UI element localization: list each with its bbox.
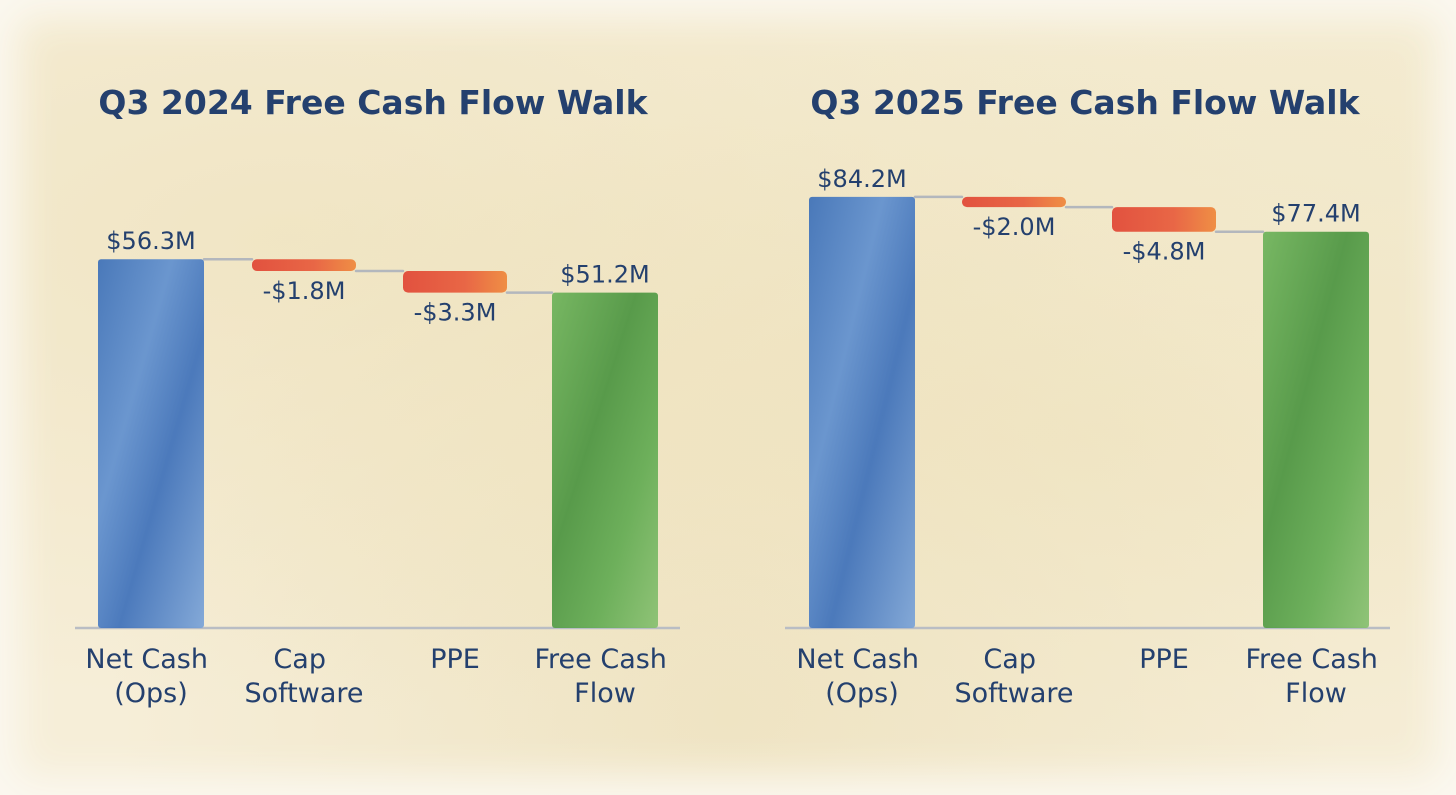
category-label-cap-software: Cap Software (244, 644, 363, 709)
value-label-cap-software: -$2.0M (973, 213, 1056, 241)
bar-free-cash-flow (1263, 231, 1369, 628)
chart-title: Q3 2024 Free Cash Flow Walk (98, 83, 648, 122)
bar-net-cash-ops (809, 196, 915, 628)
category-label-net-cash-ops: Net Cash (Ops) (85, 644, 216, 709)
category-label-ppe: PPE (1139, 644, 1189, 675)
bar-net-cash-ops (98, 259, 204, 628)
category-label-free-cash-flow: Free Cash Flow (1245, 644, 1386, 709)
bar-free-cash-flow (552, 292, 658, 628)
category-label-net-cash-ops: Net Cash (Ops) (796, 644, 927, 709)
bar-ppe (403, 271, 507, 293)
category-label-ppe: PPE (430, 644, 480, 675)
chart-q3-2024: Q3 2024 Free Cash Flow Walk $56.3M -$1.8M… (75, 83, 680, 709)
bar-ppe (1112, 207, 1216, 232)
category-label-free-cash-flow: Free Cash Flow (534, 644, 675, 709)
value-label-free-cash-flow: $51.2M (560, 261, 649, 289)
chart-q3-2025: Q3 2025 Free Cash Flow Walk $84.2M -$2.0M… (785, 83, 1390, 709)
value-label-ppe: -$3.3M (414, 299, 497, 327)
value-label-net-cash-ops: $56.3M (106, 227, 195, 255)
value-label-free-cash-flow: $77.4M (1271, 200, 1360, 228)
value-label-cap-software: -$1.8M (263, 277, 346, 305)
chart-title: Q3 2025 Free Cash Flow Walk (810, 83, 1360, 122)
bar-cap-software (962, 196, 1066, 208)
category-label-cap-software: Cap Software (954, 644, 1073, 709)
value-label-net-cash-ops: $84.2M (817, 165, 906, 193)
bar-cap-software (252, 259, 356, 272)
value-label-ppe: -$4.8M (1123, 238, 1206, 266)
